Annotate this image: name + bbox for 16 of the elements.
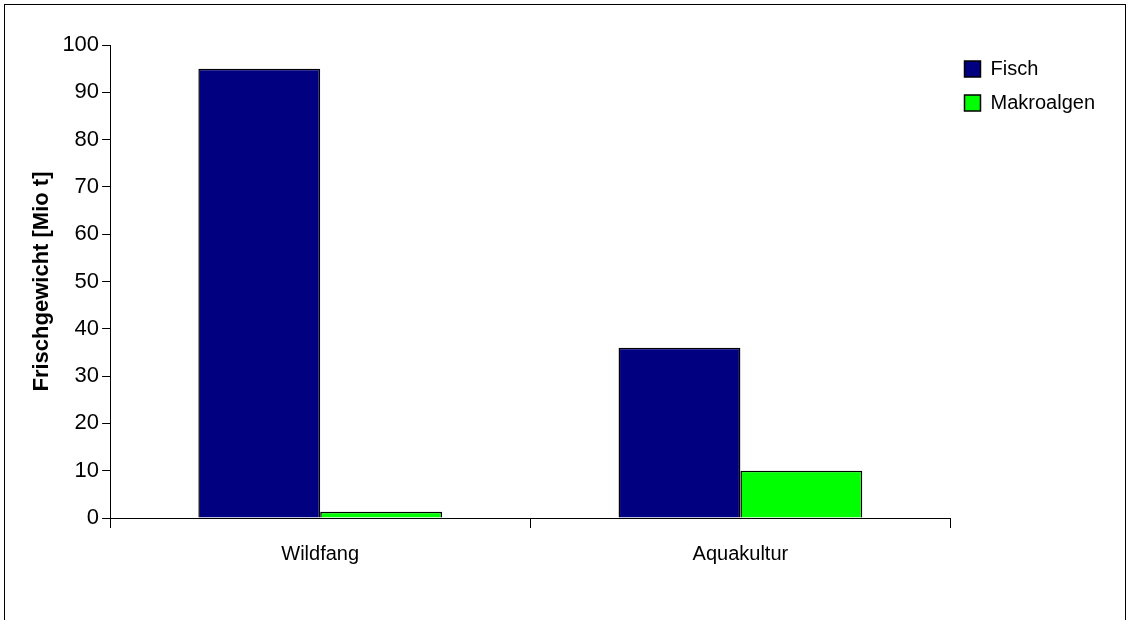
x-tick-label: Wildfang — [281, 541, 360, 564]
x-tick-label: Aquakultur — [692, 541, 789, 564]
y-tick-label: 60 — [74, 220, 100, 246]
y-tick-label: 90 — [74, 78, 100, 104]
y-tick-label: 10 — [74, 456, 100, 482]
y-tick-label: 50 — [74, 267, 100, 293]
y-tick-label: 70 — [74, 172, 100, 198]
y-tick-label: 0 — [86, 504, 100, 530]
legend-label: Makroalgen — [990, 90, 1096, 113]
y-tick-label: 30 — [74, 362, 100, 388]
y-tick-label: 80 — [74, 125, 100, 151]
y-tick-label: 20 — [74, 409, 100, 435]
y-axis-title: Frischgewicht [Mio t] — [28, 171, 54, 392]
y-tick-label: 40 — [74, 314, 100, 340]
legend-label: Fisch — [990, 56, 1039, 79]
y-tick-label: 100 — [62, 31, 100, 57]
